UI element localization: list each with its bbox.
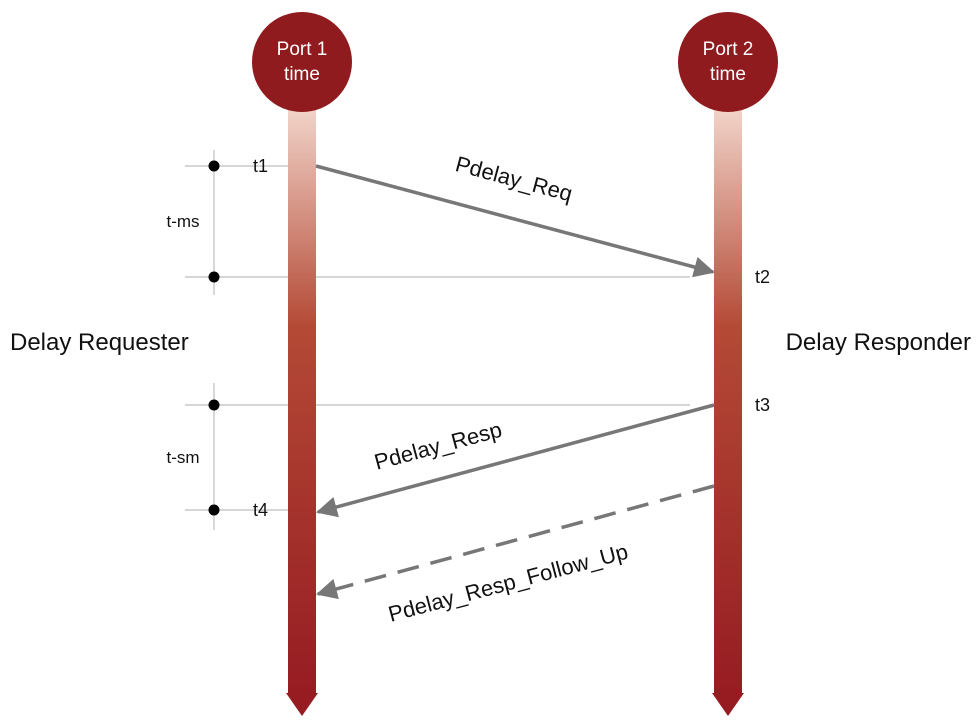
- port2-label-line2: time: [710, 64, 746, 85]
- port1-label-line1: Port 1: [277, 39, 328, 60]
- port1-timeline: [288, 100, 316, 695]
- interval-label-ms: t-ms: [166, 212, 199, 231]
- port1-timeline-arrowhead: [286, 693, 318, 716]
- interval-label-sm: t-sm: [166, 448, 199, 467]
- port2-circle: Port 2 time: [678, 12, 778, 112]
- pdelay-resp-arrow: [315, 403, 715, 518]
- marker-dot-t4: [208, 504, 220, 516]
- port1-circle: Port 1 time: [252, 12, 352, 112]
- delay-requester-label: Delay Requester: [10, 329, 189, 356]
- timestamp-t1: t1: [253, 156, 268, 176]
- delay-responder-label: Delay Responder: [786, 329, 971, 356]
- port2-timeline-arrowhead: [712, 693, 744, 716]
- timestamp-t2: t2: [755, 267, 770, 287]
- marker-dot-t1: [208, 160, 220, 172]
- marker-dot-t2: [208, 271, 220, 283]
- pdelay-resp-follow-up-label: Pdelay_Resp_Follow_Up: [386, 539, 631, 627]
- port2-timeline: [714, 100, 742, 695]
- port2-label-line1: Port 2: [703, 39, 754, 60]
- pdelay-resp-follow-up-arrow: [315, 484, 715, 600]
- marker-dot-t3: [208, 399, 220, 411]
- timestamp-t4: t4: [253, 500, 268, 520]
- timestamp-t3: t3: [755, 395, 770, 415]
- pdelay-req-arrow: [315, 164, 716, 278]
- pdelay-req-label: Pdelay_Req: [453, 151, 575, 206]
- port1-label-line2: time: [284, 64, 320, 85]
